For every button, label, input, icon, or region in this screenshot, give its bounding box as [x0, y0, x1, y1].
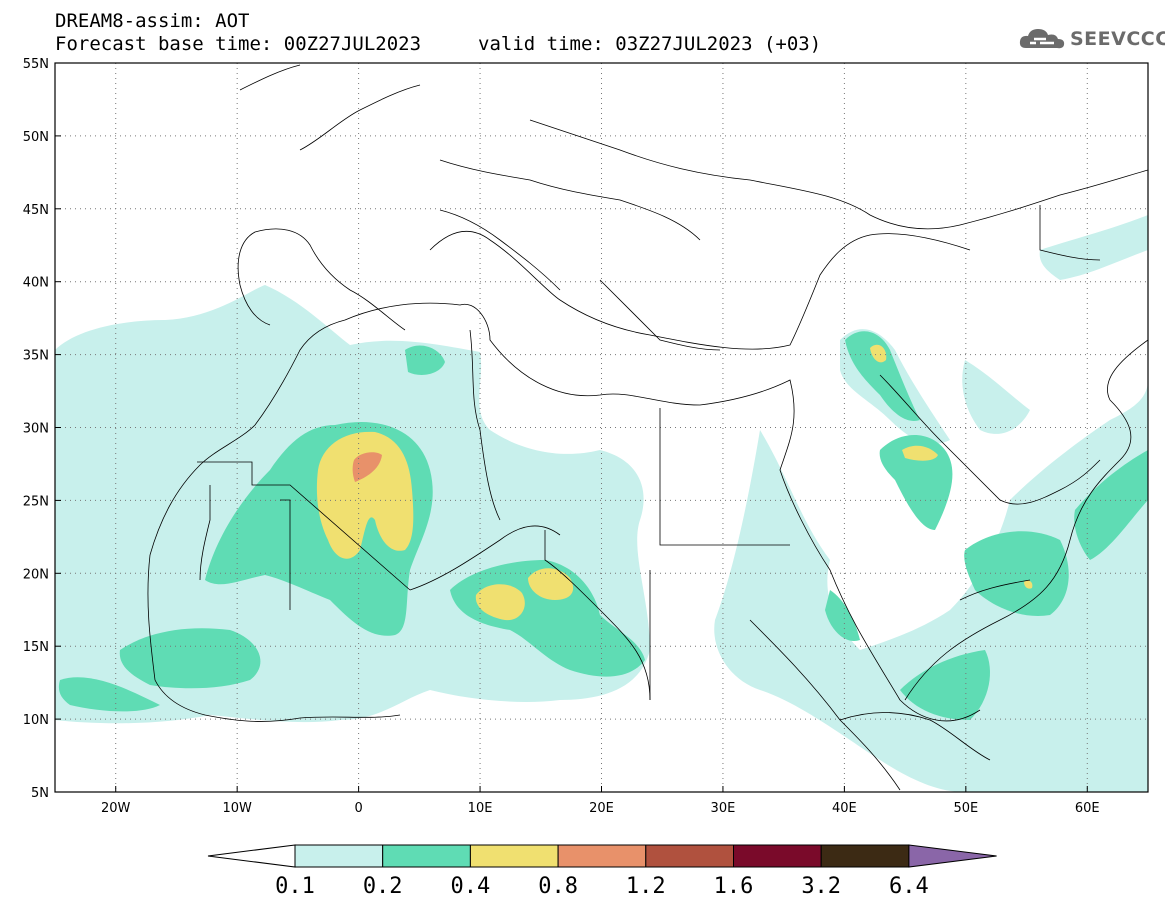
time-info: Forecast base time: 00Z27JUL2023 valid ti…: [55, 33, 821, 55]
colorbar-label: 0.1: [275, 874, 315, 899]
lat-label: 20N: [23, 567, 49, 582]
lon-label: 0: [354, 801, 362, 816]
aot-level-0.8: [352, 452, 382, 482]
longitude-labels: 20W 10W 0 10E 20E 30E 40E 50E 60E: [101, 801, 1100, 816]
colorbar-arrow-right: [908, 844, 997, 868]
colorbar-label: 1.2: [626, 874, 666, 899]
seevccc-logo: SEEVCCC: [1018, 24, 1165, 54]
valid-time: valid time: 03Z27JUL2023 (+03): [478, 33, 822, 55]
colorbar: [207, 844, 997, 868]
colorbar-swatch: [469, 844, 559, 868]
colorbar-swatch: [382, 844, 471, 868]
logo-text: SEEVCCC: [1070, 28, 1165, 50]
lat-label: 30N: [23, 422, 49, 437]
colorbar-swatch: [820, 844, 910, 868]
colorbar-label: 0.2: [363, 874, 403, 899]
lon-label: 20W: [101, 801, 131, 816]
lat-label: 55N: [23, 57, 49, 72]
lon-label: 50E: [953, 801, 978, 816]
lat-label: 15N: [23, 640, 49, 655]
lon-label: 10E: [468, 801, 493, 816]
graticule: [55, 63, 1148, 792]
colorbar-labels: 0.1 0.2 0.4 0.8 1.2 1.6 3.2 6.4: [275, 874, 929, 899]
lon-label: 60E: [1075, 801, 1100, 816]
forecast-base-time: Forecast base time: 00Z27JUL2023: [55, 33, 422, 55]
lat-label: 40N: [23, 276, 49, 291]
colorbar-label: 0.4: [451, 874, 491, 899]
lat-label: 50N: [23, 130, 49, 145]
aot-level-0.4: [316, 344, 1033, 621]
lat-label: 10N: [23, 713, 49, 728]
colorbar-label: 0.8: [538, 874, 578, 899]
axis-ticks: [55, 62, 1088, 793]
aot-field: [55, 215, 1148, 792]
colorbar-swatch: [733, 844, 822, 868]
colorbar-swatch: [294, 844, 384, 868]
lon-label: 10W: [222, 801, 252, 816]
latitude-labels: 55N 50N 45N 40N 35N 30N 25N 20N 15N 10N 5N: [23, 57, 49, 801]
colorbar-swatch: [645, 844, 734, 868]
lon-label: 30E: [711, 801, 736, 816]
colorbar-swatch: [557, 844, 647, 868]
colorbar-arrow-left: [207, 844, 296, 868]
lat-label: 45N: [23, 203, 49, 218]
colorbar-label: 6.4: [889, 874, 929, 899]
lat-label: 5N: [31, 786, 49, 801]
coastlines-and-borders: [147, 64, 1148, 791]
lon-label: 40E: [832, 801, 857, 816]
colorbar-label: 1.6: [714, 874, 754, 899]
map-title: DREAM8-assim: AOT: [55, 10, 250, 32]
cloud-icon: [1019, 29, 1065, 49]
colorbar-label: 3.2: [801, 874, 841, 899]
lat-label: 25N: [23, 494, 49, 509]
lat-label: 35N: [23, 349, 49, 364]
lon-label: 20E: [589, 801, 614, 816]
